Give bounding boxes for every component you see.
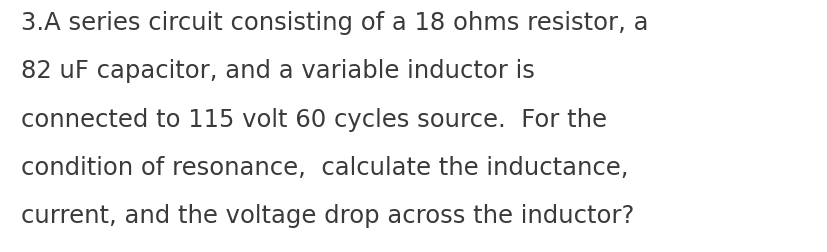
Text: condition of resonance,  calculate the inductance,: condition of resonance, calculate the in… [21,155,628,179]
Text: 82 uF capacitor, and a variable inductor is: 82 uF capacitor, and a variable inductor… [21,59,534,83]
Text: connected to 115 volt 60 cycles source.  For the: connected to 115 volt 60 cycles source. … [21,107,606,131]
Text: current, and the voltage drop across the inductor?: current, and the voltage drop across the… [21,203,633,227]
Text: 3.A series circuit consisting of a 18 ohms resistor, a: 3.A series circuit consisting of a 18 oh… [21,11,648,35]
